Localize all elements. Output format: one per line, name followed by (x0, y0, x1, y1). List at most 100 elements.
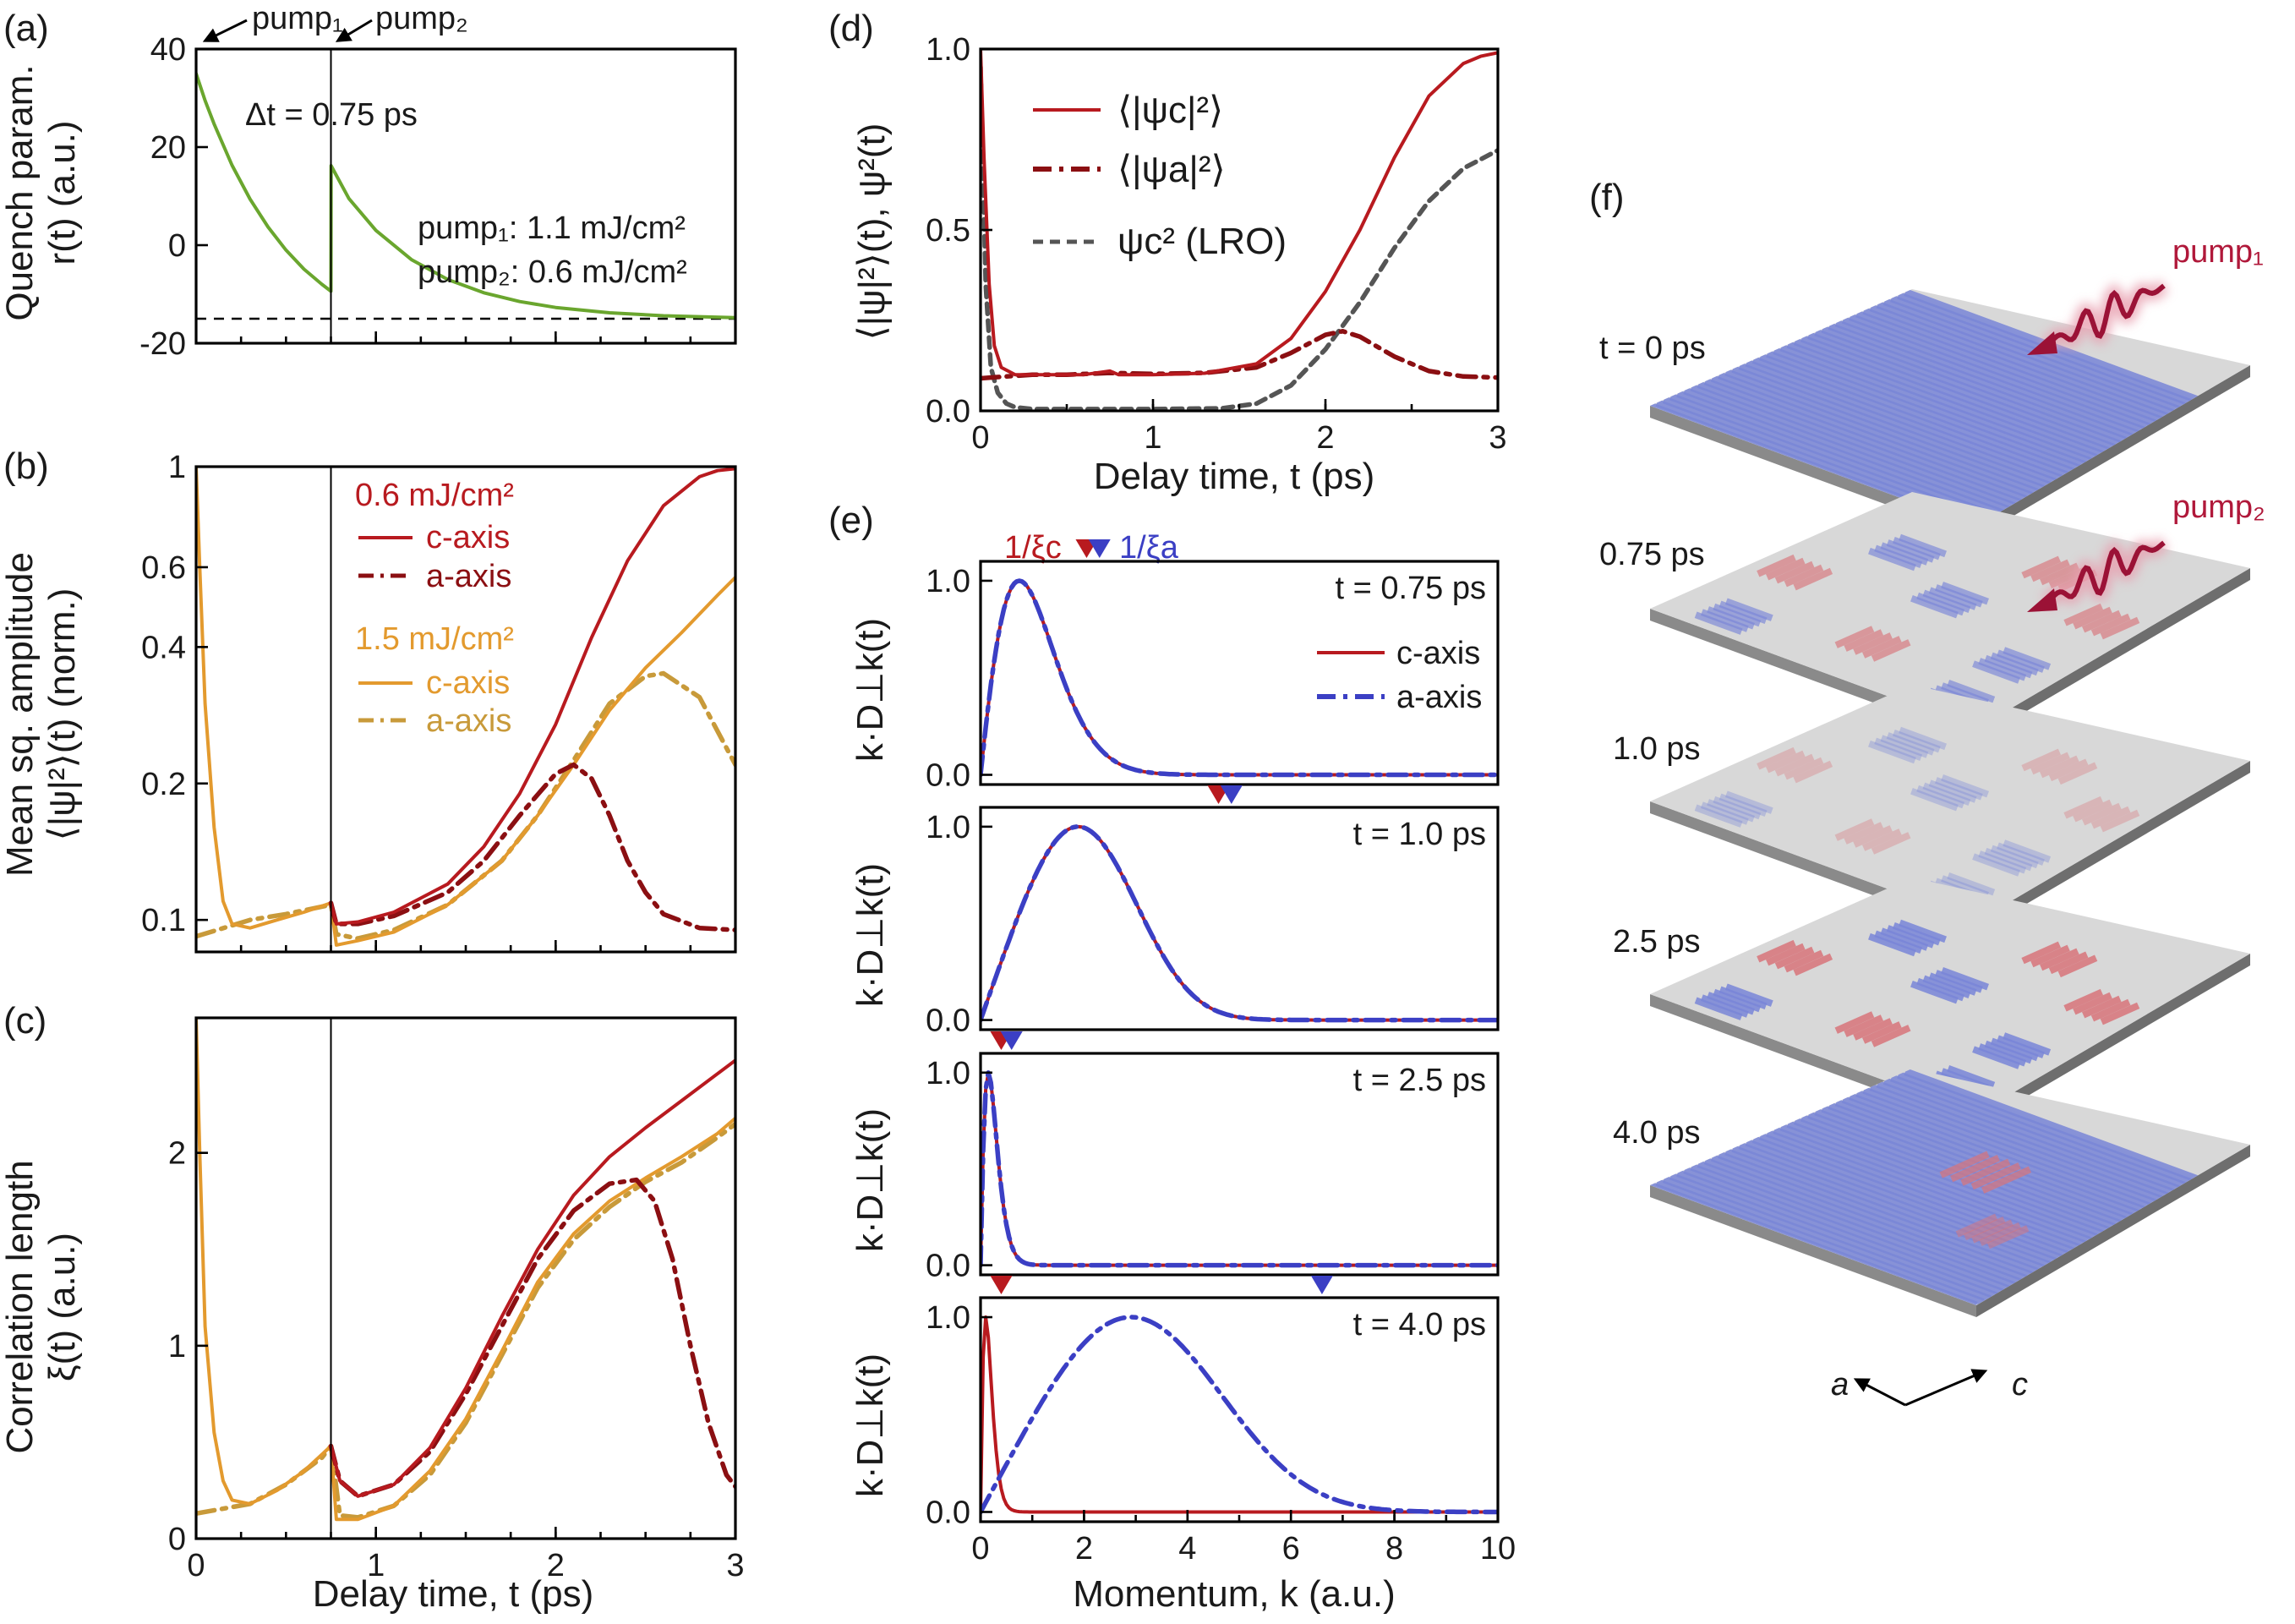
stripe (1713, 796, 1762, 820)
stripe (1889, 1074, 2220, 1202)
stripe-red (2063, 603, 2104, 626)
xi-a-marker (1310, 1276, 1333, 1294)
y-tick-label: 1.0 (926, 810, 970, 845)
stripe (1724, 983, 1773, 1007)
panel-c-ylabel-2: ξ(t) (a.u.) (41, 1233, 83, 1381)
stripe-red (2039, 948, 2079, 971)
stripe-red (1939, 1151, 1990, 1178)
panel-a-label: (a) (3, 8, 49, 49)
stripe-red (1861, 828, 1902, 851)
stripe (1676, 390, 2006, 517)
marker-a-legend: 1/ξa (1119, 530, 1179, 566)
stripe-red (2039, 562, 2079, 586)
plot-frame (979, 560, 1500, 786)
panel-b-label: (b) (3, 446, 49, 487)
panel-e-xlabel: Momentum, k (a.u.) (1073, 1573, 1395, 1615)
stripe (1862, 1086, 2192, 1214)
stripe (1984, 654, 2033, 679)
y-tick-label: 0.0 (926, 1495, 970, 1530)
stripe (1841, 316, 2171, 444)
panel-e: (e) 1/ξc 1/ξa k·D⊥k(t) k·D⊥k(t) k·D⊥k(t)… (828, 500, 1516, 1615)
stripe (1934, 777, 1983, 801)
stripe (1874, 737, 1923, 762)
x-tick-label: 6 (1282, 1531, 1300, 1567)
series-c-3 (329, 1058, 735, 1498)
panel-c: (c) Correlation length ξ(t) (a.u.) 0 1 2 30… (0, 1000, 745, 1615)
stripe (1694, 611, 1743, 635)
stripe-red (2090, 998, 2131, 1022)
y-tick-label: 2 (168, 1136, 186, 1172)
panel-e-label: (e) (828, 500, 874, 541)
stripe (1941, 966, 1989, 991)
stripe (1897, 1071, 2227, 1199)
plot-b: 0.1 0.2 0.4 0.6 1 (141, 450, 737, 954)
series-c-1 (196, 1018, 735, 1522)
series-e3-1 (981, 1070, 1498, 1268)
stripe (1897, 292, 2227, 419)
stripe-red (1765, 557, 1806, 581)
stripe-red (1844, 629, 1884, 652)
stripe-red (2063, 988, 2104, 1012)
stripe-red (1765, 750, 1806, 774)
stripe (1828, 1102, 2157, 1229)
stripe (1990, 652, 2039, 676)
stripe (1876, 1080, 2205, 1208)
stripe (1947, 1065, 1996, 1089)
xi-c-marker (990, 1276, 1013, 1294)
stripe (1707, 606, 1755, 630)
stripe-red (2021, 748, 2062, 772)
x-tick-label: 2 (1075, 1531, 1093, 1567)
panel-a-ylabel-2: r(t) (a.u.) (41, 120, 83, 265)
y-tick-label: 1 (168, 450, 186, 485)
stripe (1766, 1129, 2096, 1257)
stripe (1910, 981, 1959, 1004)
plate-stripes (1694, 726, 2140, 910)
y-tick-label: 0.1 (141, 903, 186, 938)
stripe (1849, 1092, 2178, 1220)
stripe (1779, 1123, 2109, 1251)
legend-d-a: ⟨|ψa|²⟩ (1117, 149, 1226, 190)
stripe-red (2100, 809, 2140, 833)
axis-a-arrow (1853, 1378, 1906, 1407)
y-tick-label: 0.5 (926, 213, 970, 249)
series-e2-0 (981, 824, 1498, 1022)
stripe-red (2039, 755, 2079, 779)
pump2-fluence-label: pump₂: 0.6 mJ/cm² (418, 254, 687, 290)
stripe-red (1949, 1155, 2000, 1183)
series-layer (981, 49, 1498, 411)
stripe-red (2090, 613, 2131, 637)
y-tick-label: 1.0 (926, 1056, 970, 1091)
series-b-2 (328, 762, 735, 932)
stripe-red (1784, 564, 1824, 588)
series-layer (981, 578, 1498, 778)
pump1-arrow (202, 19, 248, 42)
stripe (1697, 380, 2026, 508)
stripe (1738, 1141, 2068, 1270)
stripe-red (1784, 757, 1824, 780)
stripe (1899, 726, 1947, 751)
stripe-red (1774, 946, 1815, 970)
stripe (1703, 377, 2033, 506)
stripe (1807, 331, 2137, 459)
plate-stripes (1694, 533, 2140, 717)
series-layer (981, 824, 1498, 1023)
panel-b: (b) Mean sq. amplitude ⟨|ψ|²⟩(t) (norm.)… (0, 446, 737, 954)
stripe-red (1844, 822, 1884, 845)
stripe (1718, 371, 2047, 499)
stripe-red (2081, 610, 2122, 633)
stripe (1710, 375, 2040, 502)
stripe (1876, 300, 2205, 429)
stripe (1751, 1135, 2081, 1263)
stripe (1862, 307, 2192, 435)
series-c-2 (328, 1177, 735, 1499)
stripe (1972, 1046, 2020, 1069)
stripe (1724, 368, 2054, 496)
panel-d-ylabel: ⟨|ψ|²⟩(t), ψ²(t) (851, 123, 893, 341)
stripe (1928, 972, 1977, 996)
plate-edge-right (1976, 761, 2250, 933)
stripe (1947, 872, 1996, 896)
stripe (1751, 356, 2081, 484)
stripe (1669, 392, 1999, 521)
stripe (1779, 343, 2109, 472)
stripe-red (1861, 1021, 1902, 1044)
